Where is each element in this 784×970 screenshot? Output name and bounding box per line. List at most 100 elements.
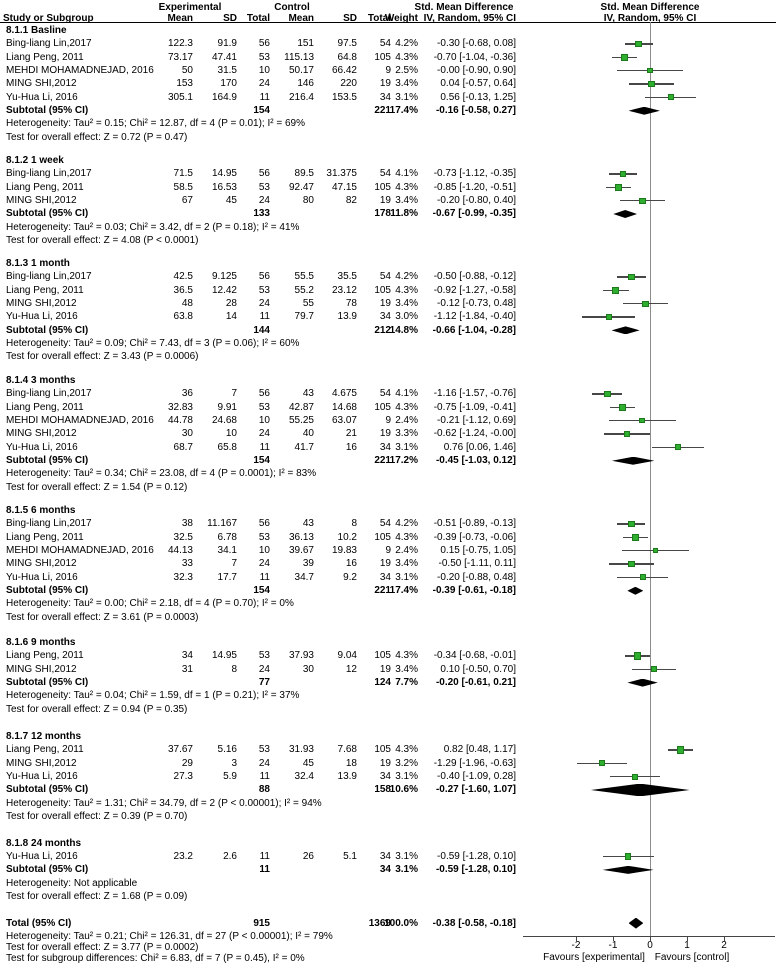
table-row: Subtotal (95% CI) 77 124 7.7% -0.20 [-0.61, … — [0, 676, 784, 689]
ctl-total-value: 54 — [379, 38, 391, 50]
table-row: Bing-liang Lin,2017 122.3 91.9 56 151 97.5 54 4… — [0, 37, 784, 50]
table-row: MING SHI,2012 48 28 24 55 78 19 3.4% -0.12 [-0.7… — [0, 297, 784, 310]
ctl-total-value: 54 — [379, 271, 391, 283]
column-header-exp-sd: SD — [223, 13, 237, 24]
exp-sd-value: 5.16 — [217, 744, 237, 756]
ctl-total-value: 178 — [374, 208, 391, 220]
plot-cell — [520, 427, 784, 440]
exp-mean-value: 34 — [181, 650, 193, 662]
heterogeneity-text: Heterogeneity: Tau² = 0.04; Chi² = 1.59,… — [6, 690, 300, 702]
ctl-sd-value: 21 — [345, 428, 357, 440]
ctl-sd-value: 5.1 — [343, 850, 357, 862]
study-name: MING SHI,2012 — [6, 558, 77, 570]
table-row: Test for overall effect: Z = 0.94 (P = 0… — [0, 703, 784, 716]
table-row: 8.1.4 3 months — [0, 374, 784, 387]
effect-square — [642, 300, 649, 307]
heterogeneity-text: Heterogeneity: Tau² = 0.00; Chi² = 2.18,… — [6, 598, 294, 610]
study-name: MEHDI MOHAMADNEJAD, 2016 — [6, 545, 154, 557]
ctl-sd-value: 66.42 — [331, 65, 357, 77]
ctl-mean-value: 26 — [302, 850, 314, 862]
plot-cell — [520, 324, 784, 337]
plot-cell — [520, 91, 784, 104]
exp-total-value: 24 — [258, 428, 270, 440]
effect-square — [627, 520, 635, 528]
ctl-mean-value: 55.25 — [288, 415, 314, 427]
weight-value: 4.3% — [395, 51, 418, 63]
ctl-sd-value: 18 — [345, 757, 357, 769]
plot-cell — [520, 64, 784, 77]
table-row: Subtotal (95% CI) 11 34 3.1% -0.59 [-1.28, 0… — [0, 863, 784, 876]
section-title: 8.1.1 Basline — [6, 25, 67, 36]
exp-total-value: 10 — [258, 65, 270, 77]
exp-total-value: 53 — [258, 650, 270, 662]
exp-mean-value: 27.3 — [173, 771, 193, 783]
ctl-mean-value: 55.2 — [294, 284, 314, 296]
study-name: Bing-liang Lin,2017 — [6, 168, 92, 180]
exp-total-value: 53 — [258, 744, 270, 756]
exp-mean-value: 42.5 — [173, 271, 193, 283]
effect-square — [667, 94, 674, 101]
table-row: Heterogeneity: Tau² = 0.00; Chi² = 2.18,… — [0, 597, 784, 610]
ctl-total-value: 105 — [374, 284, 391, 296]
plot-cell — [520, 104, 784, 117]
effect-square — [619, 170, 627, 178]
table-row: Liang Peng, 2011 32.5 6.78 53 36.13 10.2 105 4.… — [0, 531, 784, 544]
study-name: Liang Peng, 2011 — [6, 284, 84, 296]
exp-sd-value: 34.1 — [217, 545, 237, 557]
exp-sd-value: 5.9 — [223, 771, 237, 783]
ci-text-value: 0.04 [-0.57, 0.64] — [440, 78, 516, 90]
ctl-total-value: 19 — [379, 428, 391, 440]
ci-text-value: -0.62 [-1.24, -0.00] — [433, 428, 516, 440]
exp-sd-value: 24.68 — [211, 415, 237, 427]
plot-cell — [520, 401, 784, 414]
weight-value: 3.1% — [395, 864, 418, 876]
table-row: 8.1.1 Basline — [0, 24, 784, 37]
ci-text-value: -0.38 [-0.58, -0.18] — [432, 917, 516, 929]
ci-text-value: -0.40 [-1.09, 0.28] — [437, 771, 516, 783]
plot-title: Std. Mean Difference — [600, 2, 700, 13]
section-title: 8.1.4 3 months — [6, 375, 76, 386]
smd-column-title: Std. Mean Difference — [414, 2, 514, 13]
table-row: Liang Peng, 2011 34 14.95 53 37.93 9.04 105 4.3… — [0, 649, 784, 662]
pooled-diamond — [628, 917, 644, 929]
table-row: Subtotal (95% CI) 154 221 17.2% -0.45 [-1.03… — [0, 454, 784, 467]
table-row: 8.1.2 1 week — [0, 154, 784, 167]
table-row: Test for subgroup differences: Chi² = 6.… — [0, 952, 784, 965]
ctl-sd-value: 12 — [345, 663, 357, 675]
heterogeneity-text: Heterogeneity: Tau² = 0.03; Chi² = 3.42,… — [6, 221, 300, 233]
exp-total-value: 11 — [259, 441, 270, 453]
table-row: Bing-liang Lin,2017 71.5 14.95 56 89.5 31.375… — [0, 167, 784, 180]
ctl-total-value: 105 — [374, 51, 391, 63]
exp-total-value: 56 — [258, 388, 270, 400]
weight-value: 4.3% — [395, 284, 418, 296]
weight-value: 7.7% — [395, 677, 418, 689]
exp-total-value: 24 — [258, 195, 270, 207]
section-title: 8.1.5 6 months — [6, 505, 76, 516]
column-header-ctl-mean: Mean — [288, 13, 314, 24]
effect-square — [647, 68, 653, 74]
plot-cell — [520, 743, 784, 756]
ci-text-value: -0.16 [-0.58, 0.27] — [435, 105, 516, 117]
exp-total-value: 154 — [253, 455, 270, 467]
exp-total-value: 24 — [258, 78, 270, 90]
subtotal-label: Subtotal (95% CI) — [6, 784, 89, 796]
table-row: Heterogeneity: Tau² = 0.03; Chi² = 3.42,… — [0, 221, 784, 234]
ci-text-value: 0.15 [-0.75, 1.05] — [440, 545, 516, 557]
ci-text-value: -0.45 [-1.03, 0.12] — [435, 455, 516, 467]
exp-mean-value: 23.2 — [173, 850, 193, 862]
ctl-total-value: 105 — [374, 744, 391, 756]
exp-mean-value: 153 — [176, 78, 193, 90]
weight-value: 3.4% — [395, 558, 418, 570]
effect-square — [603, 390, 611, 398]
ctl-total-value: 19 — [379, 78, 391, 90]
ctl-total-value: 19 — [379, 558, 391, 570]
table-row: Test for overall effect: Z = 0.39 (P = 0… — [0, 810, 784, 823]
ctl-mean-value: 36.13 — [288, 531, 314, 543]
table-row: Yu-Hua Li, 2016 27.3 5.9 11 32.4 13.9 34 3.1% -0… — [0, 770, 784, 783]
table-row: Yu-Hua Li, 2016 63.8 14 11 79.7 13.9 34 3.0% -1.… — [0, 310, 784, 323]
ci-text-value: 0.10 [-0.50, 0.70] — [440, 663, 516, 675]
ctl-mean-value: 39.67 — [288, 545, 314, 557]
weight-value: 4.3% — [395, 531, 418, 543]
ci-text-value: -0.39 [-0.61, -0.18] — [432, 585, 516, 597]
exp-mean-value: 31 — [181, 663, 193, 675]
